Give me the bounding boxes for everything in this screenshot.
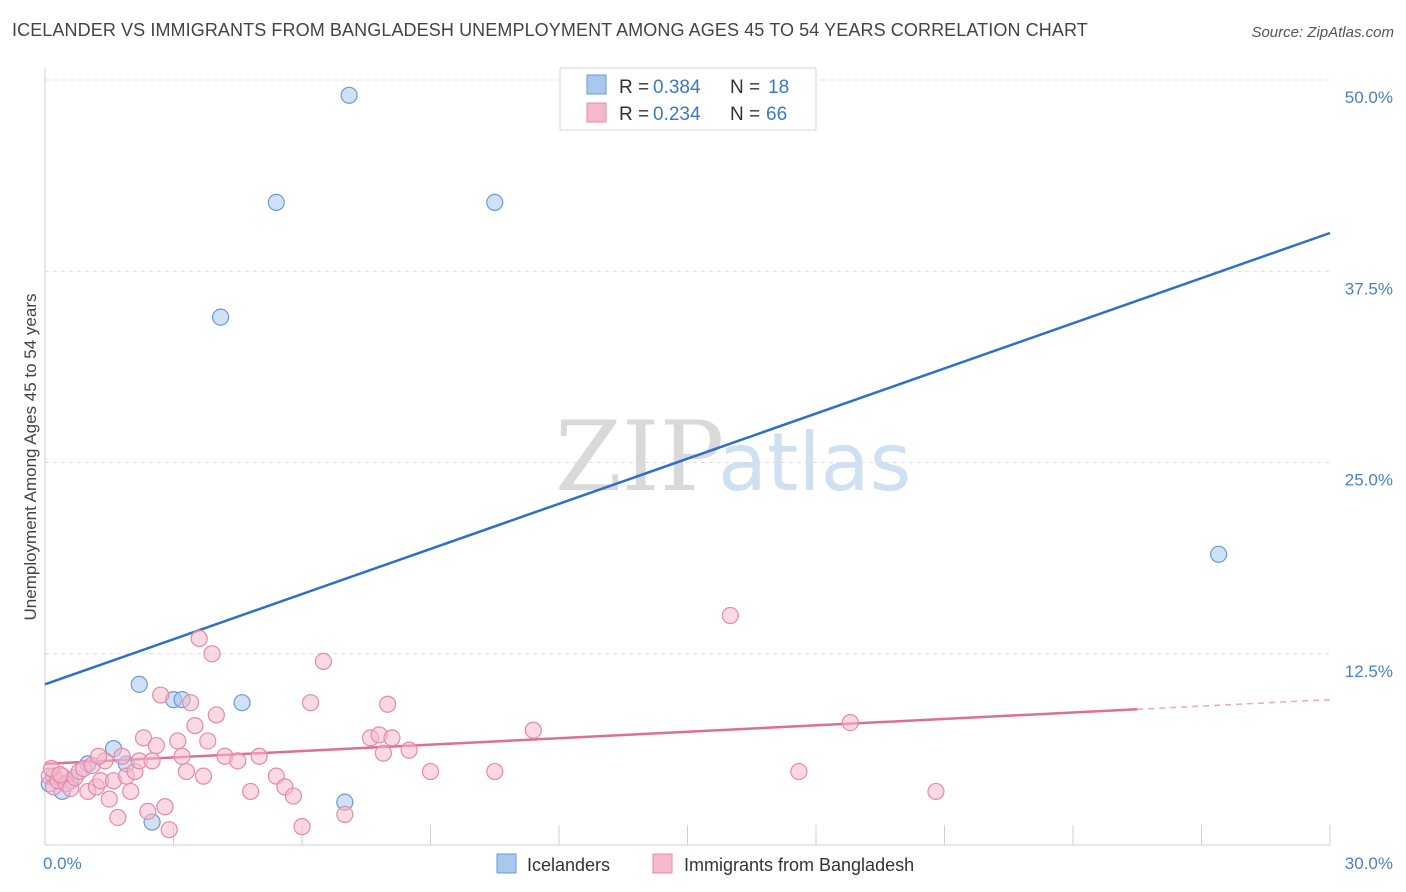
point-s1-18 bbox=[122, 782, 140, 801]
x-tick-label-1: 30.0% bbox=[1345, 854, 1393, 873]
legend-n-value-1: 66 bbox=[766, 104, 787, 125]
point-s1-43 bbox=[284, 787, 303, 805]
point-s0-8 bbox=[233, 694, 251, 712]
point-s1-25 bbox=[156, 798, 174, 816]
point-s1-27 bbox=[169, 732, 187, 750]
point-s1-38 bbox=[229, 752, 247, 770]
y-tick-label-0: 12.5% bbox=[1345, 662, 1393, 681]
point-s1-44 bbox=[293, 818, 311, 836]
bottom-legend-swatch-icelanders bbox=[496, 853, 517, 874]
point-s0-15 bbox=[1210, 545, 1228, 563]
point-s1-36 bbox=[207, 706, 225, 724]
point-s1-65 bbox=[89, 747, 108, 765]
legend-n-label-1: N = bbox=[730, 104, 760, 125]
legend: R = 0.384 N = 18 R = 0.234 N = 66 bbox=[559, 67, 817, 131]
legend-r-value-1: 0.234 bbox=[653, 104, 701, 125]
legend-swatch-bangladesh bbox=[586, 102, 607, 123]
source-label: Source: ZipAtlas.com bbox=[1251, 24, 1394, 41]
point-s1-22 bbox=[139, 802, 157, 820]
legend-n-value-0: 18 bbox=[768, 77, 789, 98]
bottom-legend: Icelanders Immigrants from Bangladesh bbox=[496, 853, 914, 875]
point-s1-61 bbox=[109, 808, 127, 827]
point-s1-45 bbox=[301, 694, 320, 712]
bottom-legend-bangladesh: Immigrants from Bangladesh bbox=[684, 855, 914, 875]
point-s1-64 bbox=[147, 736, 165, 755]
y-tick-label-3: 50.0% bbox=[1345, 88, 1393, 107]
point-s1-24 bbox=[152, 686, 170, 704]
point-s1-14 bbox=[100, 790, 118, 808]
legend-r-label-1: R = bbox=[619, 104, 649, 125]
legend-r-value-0: 0.384 bbox=[653, 77, 701, 98]
point-s1-28 bbox=[173, 747, 191, 765]
point-s1-47 bbox=[336, 805, 354, 824]
axes bbox=[44, 68, 1331, 846]
point-s0-14 bbox=[486, 193, 504, 211]
y-tick-label-2: 37.5% bbox=[1345, 279, 1393, 298]
point-s1-54 bbox=[421, 762, 440, 781]
point-s1-55 bbox=[486, 762, 504, 781]
watermark-atlas: atlas bbox=[718, 416, 911, 509]
trend-line-s0 bbox=[44, 231, 1331, 686]
point-s1-35 bbox=[203, 645, 221, 663]
point-s1-34 bbox=[199, 732, 217, 750]
chart-title: ICELANDER VS IMMIGRANTS FROM BANGLADESH … bbox=[12, 20, 1088, 40]
trend-extension-s1 bbox=[1137, 698, 1331, 711]
bottom-legend-icelanders: Icelanders bbox=[527, 855, 610, 875]
y-axis-label: Unemployment Among Ages 45 to 54 years bbox=[21, 294, 40, 621]
point-s1-51 bbox=[379, 695, 397, 713]
legend-n-label-0: N = bbox=[730, 77, 760, 98]
point-s1-23 bbox=[143, 752, 161, 770]
point-s1-39 bbox=[242, 782, 260, 801]
y-tick-label-1: 25.0% bbox=[1345, 471, 1393, 490]
point-s1-40 bbox=[250, 747, 268, 765]
point-s1-58 bbox=[790, 762, 808, 781]
point-s1-30 bbox=[182, 694, 200, 712]
point-s1-26 bbox=[160, 821, 178, 839]
x-tick-labels: 0.0% 30.0% bbox=[43, 854, 1393, 873]
point-s0-5 bbox=[130, 675, 148, 693]
point-s0-13 bbox=[340, 86, 358, 104]
legend-r-label-0: R = bbox=[619, 77, 649, 98]
y-tick-labels: 12.5% 25.0% 37.5% 50.0% bbox=[1345, 88, 1393, 681]
point-s1-63 bbox=[51, 766, 69, 784]
legend-swatch-icelanders bbox=[586, 74, 607, 95]
data-points bbox=[40, 86, 1228, 839]
point-s1-29 bbox=[177, 762, 195, 781]
point-s1-33 bbox=[194, 767, 213, 785]
point-s1-56 bbox=[524, 721, 542, 739]
point-s1-46 bbox=[314, 652, 333, 671]
point-s1-31 bbox=[186, 717, 204, 735]
point-s0-12 bbox=[267, 193, 285, 211]
point-s1-59 bbox=[841, 713, 859, 732]
point-s1-32 bbox=[190, 629, 208, 648]
point-s0-11 bbox=[212, 308, 230, 326]
point-s1-16 bbox=[113, 747, 131, 765]
point-s1-52 bbox=[383, 729, 401, 747]
bottom-legend-swatch-bangladesh bbox=[652, 853, 673, 874]
grid-lines bbox=[45, 79, 1330, 655]
point-s1-60 bbox=[927, 782, 945, 801]
point-s1-50 bbox=[374, 744, 392, 762]
point-s1-57 bbox=[721, 606, 739, 625]
point-s1-53 bbox=[400, 741, 418, 759]
x-tick-label-0: 0.0% bbox=[43, 854, 82, 873]
point-s1-21 bbox=[134, 729, 153, 747]
